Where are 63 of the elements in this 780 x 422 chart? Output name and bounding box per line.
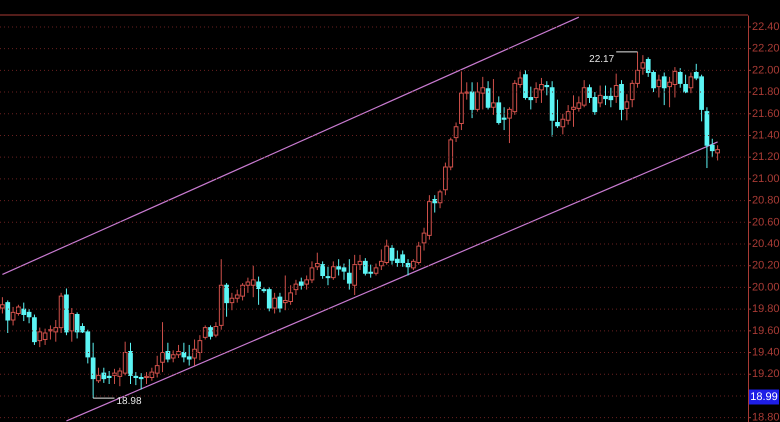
candlestick	[326, 266, 330, 286]
candlestick	[624, 94, 630, 121]
candlestick	[406, 258, 410, 276]
candlestick	[5, 300, 10, 334]
y-tick-label: 22.20	[752, 42, 780, 55]
y-tick-label: 19.60	[752, 324, 780, 337]
y-tick-label: 21.00	[752, 172, 780, 185]
annotation: 18.98	[116, 396, 142, 408]
candlestick	[715, 144, 720, 161]
candlestick	[432, 194, 438, 214]
y-tick-label: 21.20	[752, 151, 780, 164]
candlestick	[256, 276, 261, 306]
candlestick	[128, 342, 133, 385]
candlestick	[454, 122, 458, 142]
y-tick-label: 21.40	[752, 129, 780, 142]
y-tick-label: 22.00	[752, 64, 780, 76]
y-tick-label: 20.80	[752, 194, 780, 207]
candlestick	[330, 260, 336, 280]
candlestick	[470, 82, 474, 119]
candlestick	[320, 260, 326, 280]
candlestick	[160, 322, 165, 373]
candlestick	[32, 314, 37, 346]
candlestick	[438, 189, 442, 209]
y-tick-label: 20.20	[752, 260, 780, 272]
candlestick	[688, 72, 694, 94]
candlestick	[555, 99, 560, 128]
candlestick	[374, 263, 378, 276]
candlestick	[656, 74, 662, 98]
y-tick-label: 19.40	[752, 346, 780, 359]
y-tick-label: 22.40	[752, 20, 780, 33]
candlestick	[614, 73, 619, 104]
candlestick	[683, 74, 688, 94]
candlestick	[208, 324, 213, 340]
y-tick-label: 21.60	[752, 108, 780, 120]
candlestick	[278, 292, 282, 313]
y-tick-label: 20.40	[752, 238, 780, 250]
candlestick	[491, 78, 496, 116]
annotation: 22.17	[589, 54, 615, 65]
candlestick	[314, 252, 320, 271]
candlestick	[69, 308, 74, 342]
candlestick	[214, 322, 218, 338]
candlestick	[90, 342, 96, 399]
candlestick	[272, 292, 277, 314]
candlestick	[544, 80, 550, 96]
candlestick	[346, 258, 352, 290]
candlestick	[678, 68, 683, 88]
y-tick-label: 19.80	[752, 303, 780, 316]
y-tick-label: 20.00	[752, 281, 780, 294]
candlestick	[662, 72, 667, 106]
candlestick	[640, 54, 646, 76]
candlestick	[96, 367, 101, 384]
candlestick	[486, 80, 490, 110]
text: 18.99	[750, 391, 778, 404]
candlestick	[224, 282, 229, 318]
candlestick	[298, 277, 304, 290]
y-tick-label: 19.20	[752, 368, 780, 380]
y-tick-label: 18.80	[752, 412, 780, 422]
candlestick	[202, 324, 208, 340]
candlestick	[165, 342, 170, 363]
y-tick-label: 21.80	[752, 86, 780, 98]
y-tick-label: 20.60	[752, 216, 780, 228]
candlestick	[294, 279, 298, 296]
candlestick	[598, 85, 603, 108]
